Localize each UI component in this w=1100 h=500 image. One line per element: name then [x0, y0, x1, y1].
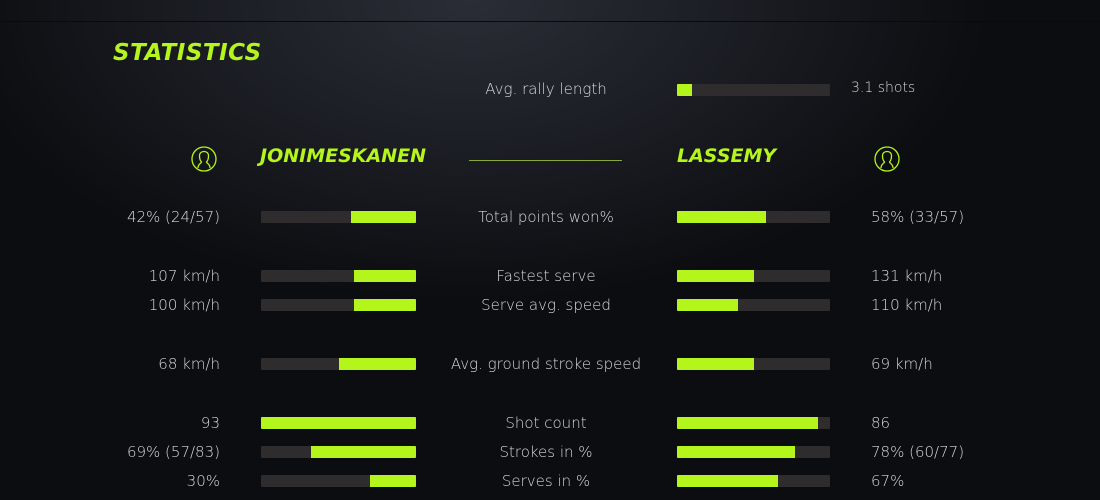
right-player-name: LASSEMY — [677, 145, 777, 167]
left-stat-bar — [261, 446, 416, 458]
versus-divider — [469, 160, 622, 161]
right-stat-bar — [677, 475, 830, 487]
right-stat-fill — [677, 211, 766, 223]
stat-label: Avg. ground stroke speed — [450, 355, 642, 373]
right-stat-bar — [677, 299, 830, 311]
header-divider — [0, 21, 1100, 22]
left-stat-value: 93 — [200, 414, 220, 432]
left-stat-value: 42% (24/57) — [126, 208, 220, 226]
avg-rally-bar — [677, 84, 830, 96]
right-stat-fill — [677, 417, 818, 429]
right-stat-value: 131 km/h — [871, 267, 943, 285]
left-stat-bar — [261, 358, 416, 370]
right-stat-bar — [677, 446, 830, 458]
right-stat-bar — [677, 211, 830, 223]
left-stat-value: 30% — [186, 472, 220, 490]
left-stat-bar — [261, 211, 416, 223]
left-stat-value: 68 km/h — [158, 355, 220, 373]
right-stat-bar — [677, 358, 830, 370]
stat-label: Shot count — [505, 414, 587, 432]
right-stat-fill — [677, 446, 795, 458]
user-circle-icon — [191, 146, 217, 172]
left-stat-value: 107 km/h — [148, 267, 220, 285]
left-stat-bar — [261, 299, 416, 311]
left-stat-fill — [350, 211, 416, 223]
left-stat-fill — [261, 417, 416, 429]
right-stat-fill — [677, 270, 754, 282]
right-stat-fill — [677, 475, 778, 487]
left-player-name: JONIMESKANEN — [260, 145, 426, 167]
left-stat-fill — [310, 446, 416, 458]
left-stat-fill — [354, 270, 416, 282]
stat-label: Strokes in % — [499, 443, 593, 461]
user-circle-icon — [874, 146, 900, 172]
stat-label: Total points won% — [478, 208, 614, 226]
left-stat-fill — [338, 358, 416, 370]
stat-label: Serves in % — [501, 472, 591, 490]
right-stat-value: 67% — [871, 472, 905, 490]
left-stat-value: 100 km/h — [148, 296, 220, 314]
right-stat-fill — [677, 299, 739, 311]
stat-label: Serve avg. speed — [481, 296, 611, 314]
left-stat-value: 69% (57/83) — [126, 443, 220, 461]
left-stat-bar — [261, 417, 416, 429]
right-stat-fill — [677, 358, 754, 370]
avg-rally-value: 3.1 shots — [851, 80, 916, 96]
avg-rally-label: Avg. rally length — [485, 80, 607, 98]
left-stat-fill — [354, 299, 416, 311]
right-stat-value: 78% (60/77) — [871, 443, 965, 461]
section-title: STATISTICS — [113, 40, 262, 66]
right-stat-bar — [677, 270, 830, 282]
right-stat-value: 110 km/h — [871, 296, 943, 314]
right-stat-value: 86 — [871, 414, 891, 432]
right-stat-bar — [677, 417, 830, 429]
right-stat-value: 69 km/h — [871, 355, 933, 373]
stat-label: Fastest serve — [496, 267, 596, 285]
right-stat-value: 58% (33/57) — [871, 208, 965, 226]
left-stat-bar — [261, 270, 416, 282]
left-stat-fill — [369, 475, 416, 487]
avg-rally-fill — [677, 84, 693, 96]
left-stat-bar — [261, 475, 416, 487]
